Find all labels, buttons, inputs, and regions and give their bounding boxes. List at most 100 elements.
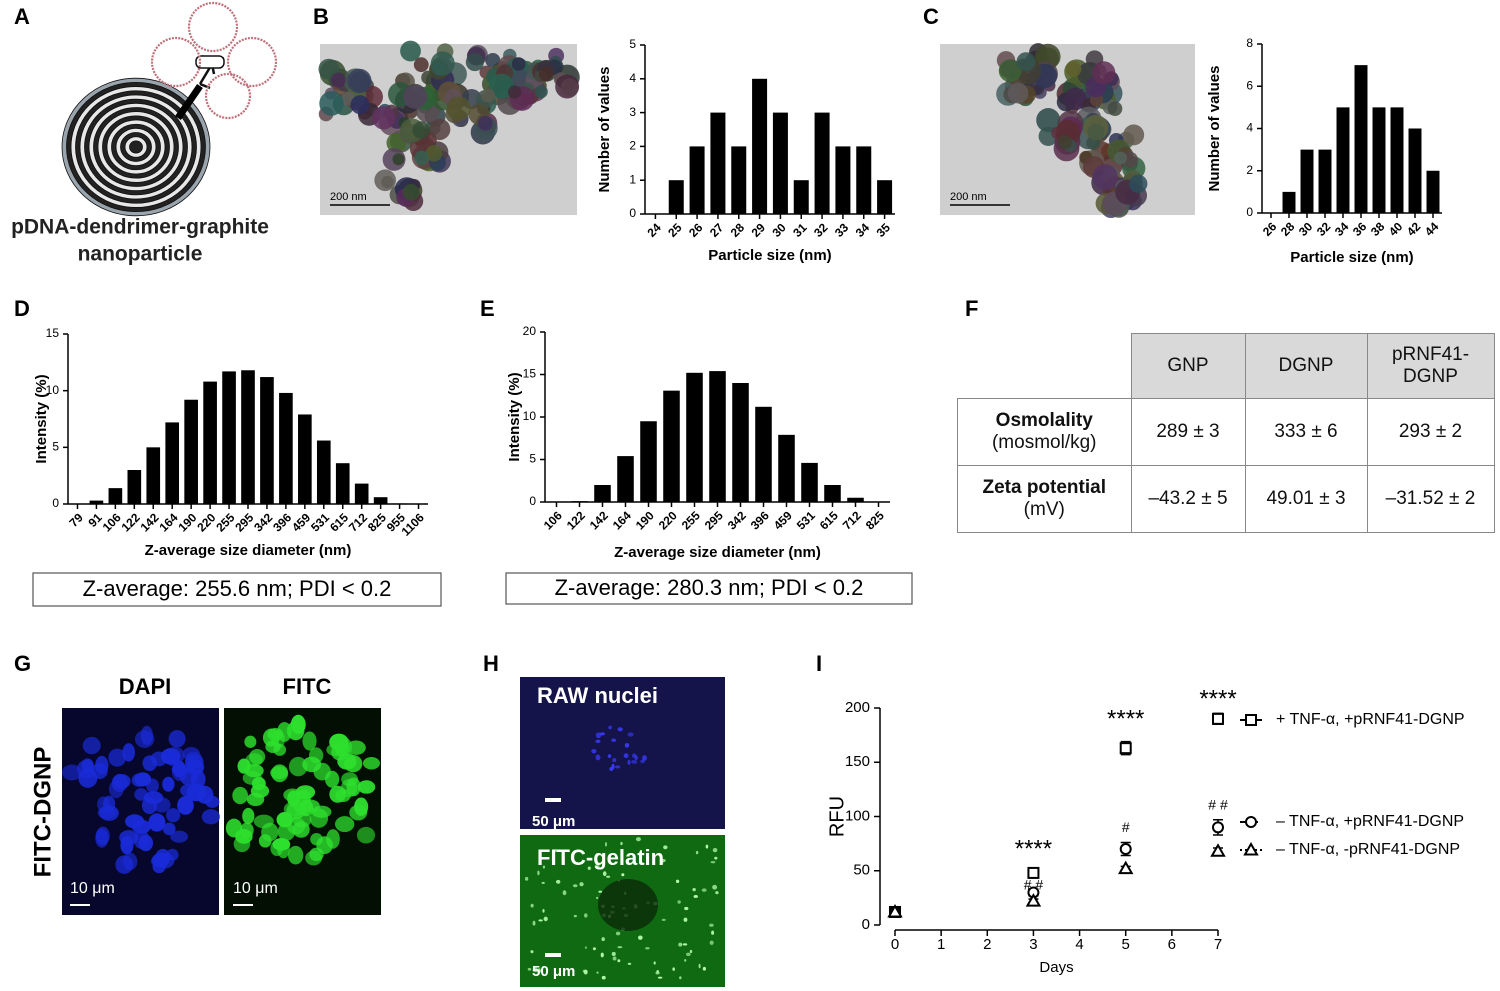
cell [596, 971, 599, 974]
cell [583, 913, 588, 918]
cell [677, 900, 681, 904]
cell [624, 743, 630, 748]
cell [326, 829, 340, 849]
cell [138, 834, 154, 852]
bar [814, 112, 830, 214]
cell [134, 772, 152, 787]
y-tick-label: 0 [1246, 205, 1253, 219]
particle [350, 95, 370, 115]
marker [887, 903, 903, 918]
y-tick-label: 10 [523, 409, 537, 423]
panel-label: D [14, 296, 30, 321]
bar [856, 146, 872, 214]
cell [595, 754, 601, 761]
cell [542, 865, 546, 869]
x-tick-label: 255 [679, 508, 703, 532]
cell [232, 786, 248, 805]
cell [595, 896, 599, 899]
x-tick-label: 122 [564, 508, 588, 532]
x-axis-label: Particle size (nm) [1290, 249, 1413, 266]
x-tick-label: 26 [686, 220, 706, 240]
cell [627, 962, 632, 965]
cell [286, 720, 305, 741]
y-tick-label: 50 [853, 862, 870, 879]
x-tick-label: 25 [665, 220, 685, 240]
cell [172, 760, 186, 778]
cell [711, 932, 715, 935]
cell [249, 749, 266, 765]
particle [1036, 108, 1061, 133]
cell [705, 844, 709, 849]
cell [356, 826, 376, 844]
x-tick-label: 31 [790, 220, 810, 240]
caption: nanoparticle [78, 243, 203, 266]
cell [357, 780, 376, 794]
x-tick-label: 28 [1278, 219, 1298, 239]
particle [1007, 82, 1029, 104]
y-tick-label: 6 [1246, 78, 1253, 92]
cell [295, 785, 316, 800]
x-tick-label: 712 [840, 508, 864, 532]
micrograph [520, 677, 725, 829]
panel-label: A [14, 4, 30, 29]
bar [710, 112, 726, 214]
x-tick-label: 34 [1332, 219, 1352, 239]
cell [595, 732, 602, 739]
cell [591, 749, 597, 754]
y-tick-label: 200 [845, 699, 870, 716]
linker [175, 84, 203, 120]
cell [166, 808, 181, 823]
cell [150, 854, 170, 868]
cell [122, 743, 136, 762]
x-tick-label: 4 [1075, 936, 1083, 953]
bar [1390, 107, 1404, 213]
bar [165, 422, 180, 504]
bar [1372, 107, 1386, 213]
cell [584, 946, 587, 949]
cell [617, 946, 623, 949]
bar [755, 406, 772, 502]
panel-label: C [923, 4, 939, 29]
panel-label: E [480, 296, 495, 321]
cell [612, 757, 617, 763]
panel-label: H [483, 651, 499, 676]
x-tick-label: 459 [771, 508, 795, 532]
cell [168, 730, 186, 748]
cell [108, 779, 124, 799]
cell [712, 847, 718, 853]
cell [698, 963, 701, 969]
annotation: **** [1107, 705, 1144, 732]
particle [507, 85, 522, 99]
particle [488, 73, 514, 99]
cell [78, 768, 98, 788]
panel-label: B [313, 4, 329, 29]
summary: Z-average: 255.6 nm; PDI < 0.2 [83, 576, 392, 601]
y-tick-label: 2 [1246, 163, 1253, 177]
cell [600, 952, 604, 958]
x-tick-label: 2 [983, 936, 991, 953]
marker [1212, 821, 1224, 834]
particle [485, 52, 501, 68]
cell [177, 796, 194, 815]
cell [300, 799, 320, 813]
cell [61, 764, 82, 781]
row-label: FITC-DGNP [29, 747, 56, 878]
cell [196, 785, 214, 804]
x-tick-label: 5 [1122, 936, 1130, 953]
cell [562, 890, 567, 896]
particle [412, 121, 430, 139]
particle [1107, 101, 1123, 117]
x-tick-label: 106 [541, 508, 565, 532]
particle [402, 183, 420, 201]
cell [655, 971, 660, 975]
bar [1336, 107, 1350, 213]
x-tick-label: 142 [587, 508, 611, 532]
cell [244, 735, 257, 748]
bar [279, 392, 293, 504]
cell [620, 841, 623, 846]
cell [579, 882, 584, 887]
cell [337, 753, 357, 770]
particle [481, 88, 495, 103]
cell [679, 976, 682, 980]
annotation: # # [1024, 877, 1044, 893]
